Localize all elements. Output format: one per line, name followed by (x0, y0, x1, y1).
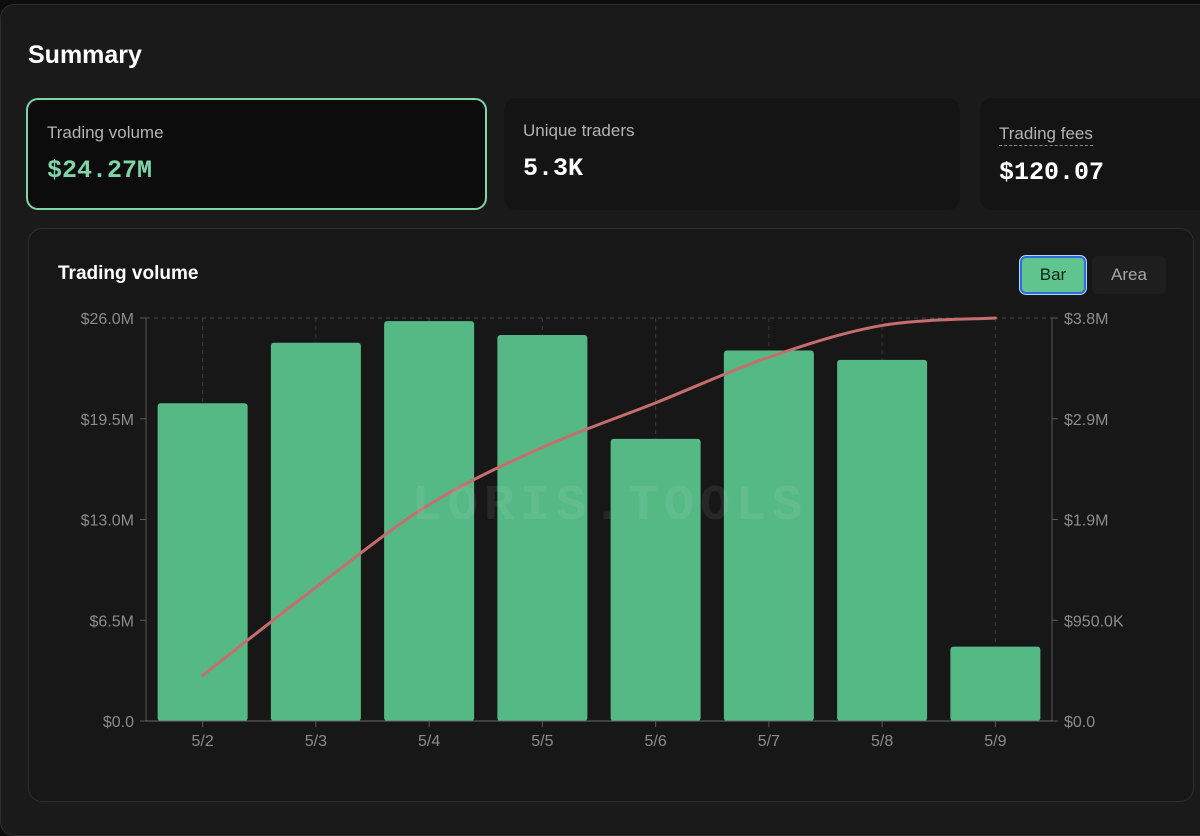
y-tick-label-left: $6.5M (90, 613, 134, 630)
unique-traders-value: 5.3K (523, 154, 584, 183)
y-tick-label-right: $1.9M (1064, 513, 1108, 530)
y-tick-label-right: $3.8M (1064, 311, 1108, 328)
x-tick-label: 5/4 (418, 733, 440, 750)
trading-fees-card[interactable]: Trading fees $120.07 (980, 98, 1200, 210)
trading-volume-card[interactable]: Trading volume $24.27M (26, 98, 487, 210)
unique-traders-label: Unique traders (523, 121, 635, 140)
x-tick-label: 5/9 (984, 733, 1006, 750)
watermark-logo: LORIS.TOOLS (411, 478, 809, 535)
x-tick-label: 5/6 (645, 733, 667, 750)
unique-traders-card[interactable]: Unique traders 5.3K (504, 98, 960, 210)
chart-title: Trading volume (58, 263, 199, 284)
trading-volume-chart: $0.0 $0.0 $6.5M $950.0K $13.0M $1.9M $19.5M $2.… (81, 311, 1124, 750)
page-title: Summary (28, 41, 142, 69)
cumulative-line (201, 316, 997, 677)
trading-fees-value: $120.07 (999, 158, 1105, 187)
y-tick-label-left: $26.0M (81, 311, 134, 328)
y-tick-label-right: $2.9M (1064, 412, 1108, 429)
chart-bar (610, 438, 701, 721)
y-tick-label-right: $0.0 (1064, 714, 1095, 731)
chart-bar (270, 342, 361, 721)
x-tick-label: 5/3 (305, 733, 327, 750)
y-tick-label-right: $950.0K (1064, 613, 1124, 630)
y-tick-label-left: $19.5M (81, 412, 134, 429)
trading-volume-value: $24.27M (47, 156, 153, 185)
trading-fees-label[interactable]: Trading fees (999, 124, 1093, 146)
bar-toggle-button[interactable]: Bar (1020, 256, 1086, 294)
trading-volume-label: Trading volume (47, 123, 164, 142)
chart-bar (157, 403, 248, 721)
x-tick-label: 5/7 (758, 733, 780, 750)
x-tick-label: 5/2 (192, 733, 214, 750)
x-tick-label: 5/5 (531, 733, 553, 750)
y-tick-label-left: $13.0M (81, 513, 134, 530)
area-toggle-button[interactable]: Area (1092, 256, 1166, 294)
chart-bar (837, 359, 928, 721)
chart-bar (384, 321, 475, 721)
chart-bar (950, 646, 1041, 721)
chart-bar (723, 350, 814, 721)
chart-bar (497, 335, 588, 721)
x-tick-label: 5/8 (871, 733, 893, 750)
y-tick-label-left: $0.0 (103, 714, 134, 731)
